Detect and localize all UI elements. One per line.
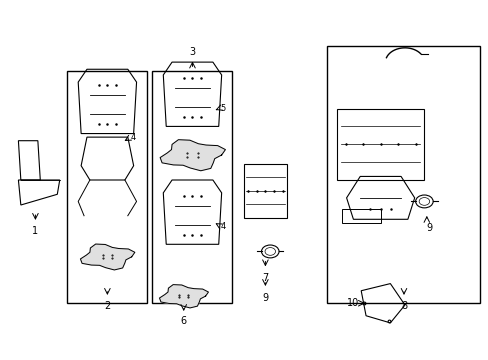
Text: 10: 10 [346, 298, 358, 308]
Polygon shape [160, 140, 225, 171]
Bar [152, 71, 232, 303]
Text: 4: 4 [130, 132, 135, 141]
Bar [341, 208, 380, 223]
Text: 2: 2 [104, 301, 110, 311]
Text: 6: 6 [180, 316, 186, 326]
Text: 7: 7 [262, 273, 268, 283]
Text: 5: 5 [220, 104, 225, 113]
Bar [326, 46, 479, 303]
Text: 8: 8 [400, 301, 406, 311]
Bar [243, 164, 287, 217]
Polygon shape [159, 285, 208, 308]
Text: 4: 4 [220, 222, 225, 231]
Bar [67, 71, 147, 303]
Text: 9: 9 [426, 223, 431, 233]
Text: 3: 3 [189, 47, 195, 57]
Text: 9: 9 [262, 293, 268, 302]
Polygon shape [81, 244, 135, 270]
Text: 1: 1 [32, 226, 39, 237]
Bar [336, 109, 424, 180]
